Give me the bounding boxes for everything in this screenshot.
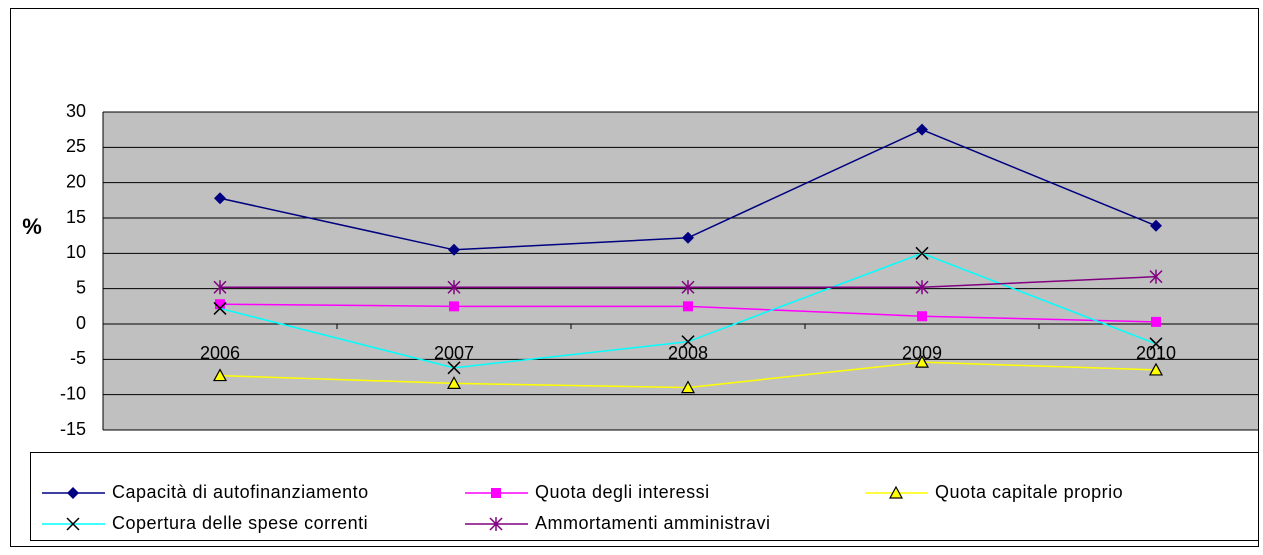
marker: [681, 280, 695, 295]
marker-square: [1151, 316, 1161, 327]
marker: [491, 488, 501, 498]
marker-x: [681, 335, 695, 349]
y-tick-label: 0: [76, 313, 86, 333]
marker: [1151, 316, 1161, 327]
marker-triangle: [680, 380, 696, 394]
y-tick-label: 15: [66, 207, 86, 227]
legend-label: Quota degli interessi: [535, 482, 710, 502]
marker-diamond: [682, 231, 694, 244]
x-tick-label: 2006: [200, 343, 240, 363]
marker: [1149, 269, 1163, 284]
marker: [683, 301, 693, 312]
marker: [212, 368, 228, 382]
marker-triangle: [212, 368, 228, 382]
marker-diamond: [916, 123, 928, 136]
marker: [915, 246, 929, 260]
marker: [213, 280, 227, 295]
y-tick-label: 10: [66, 242, 86, 262]
marker-x: [66, 517, 80, 531]
x-tick-label: 2010: [1136, 343, 1176, 363]
marker: [66, 517, 80, 531]
marker-triangle: [888, 485, 904, 499]
marker: [214, 192, 226, 205]
marker: [215, 299, 225, 310]
marker-square: [683, 301, 693, 312]
marker-square: [491, 488, 501, 498]
legend-label: Capacità di autofinanziamento: [112, 482, 369, 502]
marker: [917, 311, 927, 322]
y-axis-label: %: [22, 214, 42, 239]
y-tick-label: -15: [60, 419, 86, 439]
marker-triangle: [446, 376, 462, 389]
legend-label: Quota capitale proprio: [935, 482, 1123, 502]
marker: [449, 301, 459, 312]
y-tick-label: -5: [70, 348, 86, 368]
marker: [681, 335, 695, 349]
marker: [915, 280, 929, 295]
y-tick-label: -10: [60, 383, 86, 403]
marker: [447, 361, 461, 375]
marker-x: [1149, 337, 1163, 351]
x-tick-label: 2009: [902, 343, 942, 363]
marker: [888, 485, 904, 499]
marker: [1150, 219, 1162, 232]
marker-triangle: [1148, 362, 1164, 376]
marker: [1149, 337, 1163, 351]
y-tick-label: 30: [66, 101, 86, 121]
x-tick-label: 2007: [434, 343, 474, 363]
marker-x: [447, 361, 461, 375]
marker: [489, 517, 503, 531]
legend-label: Copertura delle spese correnti: [112, 513, 368, 533]
marker: [682, 231, 694, 244]
marker: [680, 380, 696, 394]
marker-square: [449, 301, 459, 312]
marker-square: [215, 299, 225, 310]
marker-diamond: [1150, 219, 1162, 232]
marker-square: [917, 311, 927, 322]
marker-diamond: [214, 192, 226, 205]
marker: [448, 243, 460, 256]
legend-label: Ammortamenti amministravi: [535, 513, 771, 533]
marker-x: [213, 301, 227, 315]
y-tick-label: 25: [66, 136, 86, 156]
y-tick-label: 5: [76, 277, 86, 297]
marker: [447, 280, 461, 295]
marker: [67, 487, 79, 499]
marker-x: [915, 246, 929, 260]
marker-diamond: [67, 487, 79, 499]
marker: [1148, 362, 1164, 376]
y-tick-label: 20: [66, 171, 86, 191]
legend: [30, 452, 1259, 541]
plot-area: [103, 112, 1258, 430]
marker-triangle: [914, 354, 930, 368]
marker: [916, 123, 928, 136]
marker: [213, 301, 227, 315]
marker-diamond: [448, 243, 460, 256]
marker: [914, 354, 930, 368]
x-tick-label: 2008: [668, 343, 708, 363]
marker: [446, 376, 462, 389]
